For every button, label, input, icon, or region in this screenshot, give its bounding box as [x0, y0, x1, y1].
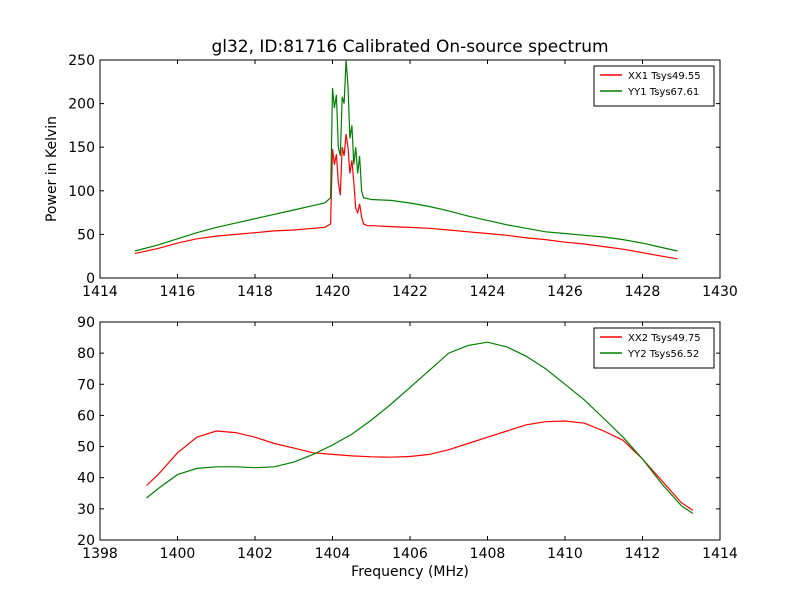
- x-tick-label: 1430: [702, 284, 738, 300]
- bottom-plot: 1398 1400 1402 1404 1406 1408 1410 1412 1414 20 30…: [77, 315, 738, 580]
- x-tick-label: 1420: [315, 284, 351, 300]
- legend: XX1 Tsys49.55 YY1 Tsys67.61: [593, 65, 715, 107]
- y-axis-label: Power in Kelvin: [44, 116, 60, 222]
- x-tick-label: 1402: [237, 546, 273, 562]
- x-tick-label: 1406: [392, 546, 428, 562]
- x-tick-label: 1408: [470, 546, 506, 562]
- x-tick-label: 1410: [547, 546, 583, 562]
- x-tick-label: 1428: [625, 284, 661, 300]
- legend-box: [593, 65, 715, 107]
- x-tick-label: 1404: [315, 546, 351, 562]
- series-line-yy1: [134, 60, 678, 252]
- y-tick-label: 200: [68, 97, 95, 113]
- x-tick-label: 1414: [82, 284, 118, 300]
- y-tick-label: 30: [77, 502, 95, 518]
- legend: XX2 Tsys49.75 YY2 Tsys56.52: [593, 327, 715, 369]
- figure-title: gl32, ID:81716 Calibrated On-source spec…: [211, 37, 608, 57]
- y-tick-label: 0: [86, 271, 95, 287]
- series-line-yy2: [146, 341, 694, 514]
- legend-entry: XX2 Tsys49.75: [628, 333, 701, 344]
- legend-box: [593, 327, 715, 369]
- y-tick-label: 50: [77, 440, 95, 456]
- series-line-xx2: [146, 420, 694, 511]
- x-tick-label: 1400: [160, 546, 196, 562]
- x-tick-label: 1412: [625, 546, 661, 562]
- y-tick-label: 40: [77, 471, 95, 487]
- series-line-xx1: [134, 134, 678, 260]
- y-tick-label: 20: [77, 533, 95, 549]
- x-tick-label: 1422: [392, 284, 428, 300]
- x-tick-label: 1424: [470, 284, 506, 300]
- x-tick-label: 1398: [82, 546, 118, 562]
- x-axis-label: Frequency (MHz): [351, 564, 469, 580]
- legend-entry: YY1 Tsys67.61: [627, 87, 699, 98]
- x-tick-label: 1418: [237, 284, 273, 300]
- y-tick-label: 50: [77, 227, 95, 243]
- y-tick-label: 60: [77, 408, 95, 424]
- y-tick-label: 90: [77, 315, 95, 331]
- top-plot: 1414 1416 1418 1420 1422 1424 1426 1428 1430 0 50 1…: [44, 53, 738, 300]
- y-tick-label: 100: [68, 184, 95, 200]
- y-tick-label: 80: [77, 346, 95, 362]
- legend-entry: XX1 Tsys49.55: [628, 71, 701, 82]
- y-tick-label: 150: [68, 140, 95, 156]
- x-tick-label: 1426: [547, 284, 583, 300]
- x-tick-label: 1416: [160, 284, 196, 300]
- legend-entry: YY2 Tsys56.52: [627, 349, 699, 360]
- y-tick-label: 250: [68, 53, 95, 69]
- x-tick-label: 1414: [702, 546, 738, 562]
- y-tick-label: 70: [77, 377, 95, 393]
